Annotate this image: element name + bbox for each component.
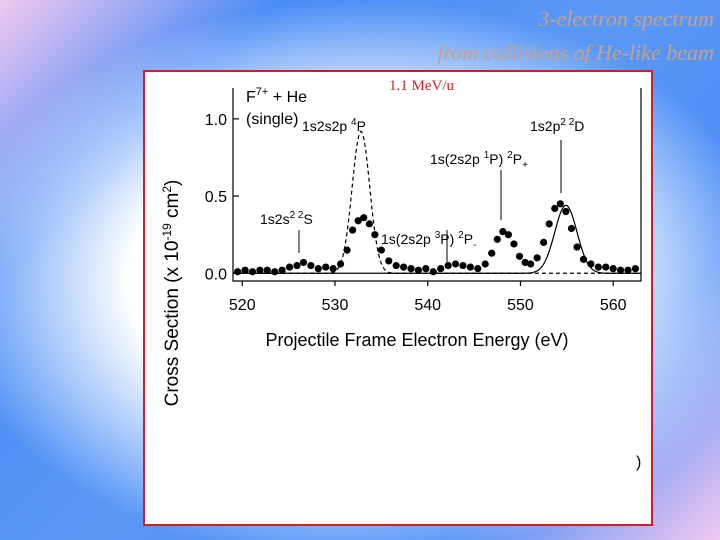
data-point (579, 255, 588, 263)
data-point (263, 266, 271, 274)
data-point (562, 207, 570, 216)
data-point (271, 268, 279, 276)
data-point (488, 249, 496, 257)
data-point (504, 231, 512, 239)
data-point (527, 260, 535, 268)
data-point (510, 240, 518, 248)
x-axis-label: Projectile Frame Electron Energy (eV) (265, 330, 568, 350)
peak-label: 1s2p2 2D (530, 117, 584, 134)
data-point (481, 260, 489, 268)
data-point (567, 224, 576, 233)
legend-label: F7+ + He (246, 86, 307, 106)
data-point (385, 257, 393, 265)
data-point (422, 265, 430, 273)
data-point (617, 266, 625, 274)
data-point (400, 263, 408, 271)
stray-glyph: ) (636, 454, 642, 471)
peak-label: 1s2s2 2S (260, 210, 313, 227)
plot-frame (143, 70, 653, 526)
data-point (349, 226, 357, 234)
data-point (299, 258, 308, 267)
data-point (429, 268, 437, 276)
slide-title: 3-electron spectrum from collisions of H… (437, 2, 714, 70)
data-point (515, 252, 524, 260)
data-point (437, 265, 445, 273)
x-tick-label: 550 (507, 297, 534, 314)
data-point (293, 261, 301, 270)
data-point (594, 263, 602, 271)
data-point (343, 246, 351, 254)
data-point (329, 265, 337, 273)
data-point (540, 238, 548, 246)
energy-note: 1.1 MeV/u (389, 78, 454, 94)
data-point (392, 261, 400, 270)
x-tick-label: 530 (322, 297, 349, 314)
data-point (624, 266, 632, 274)
data-point (241, 266, 249, 274)
solid-curve (233, 204, 641, 274)
data-point (521, 258, 529, 267)
data-point (533, 254, 541, 262)
data-point (234, 268, 242, 276)
data-point (459, 261, 467, 270)
data-point (551, 204, 559, 213)
data-point (474, 265, 482, 273)
data-point (354, 217, 362, 225)
data-point (414, 266, 423, 274)
data-point (307, 261, 315, 270)
data-point (499, 227, 507, 236)
data-point (444, 261, 452, 270)
data-point (285, 263, 294, 271)
data-point (466, 263, 474, 271)
data-point (407, 265, 415, 273)
data-point (336, 260, 345, 268)
x-tick-label: 560 (600, 297, 627, 314)
x-tick-label: 520 (229, 297, 256, 314)
data-point (545, 220, 553, 228)
data-point (314, 265, 322, 273)
data-point (248, 268, 257, 276)
data-point (360, 214, 368, 222)
peak-label: 1s(2s2p 1P) 2P+ (430, 150, 528, 171)
data-point (602, 263, 610, 271)
data-point (609, 265, 617, 273)
y-tick-label: 1.0 (205, 112, 227, 129)
data-point (493, 235, 501, 243)
data-point (377, 246, 385, 254)
y-tick-label: 0.0 (205, 266, 227, 283)
data-point (451, 260, 460, 268)
legend-label-sub: (single) (246, 111, 298, 128)
y-axis-label: Cross Section (x 10-19 cm2) (160, 180, 183, 407)
peak-label: 1s(2s2p 3P) 2P- (381, 230, 476, 251)
data-point (371, 231, 379, 239)
data-point (631, 265, 640, 273)
y-tick-label: 0.5 (205, 189, 227, 206)
data-point (556, 200, 564, 208)
data-point (587, 260, 595, 268)
data-point (256, 266, 264, 274)
slide-title-line-2: from collisions of He-like beam (437, 40, 714, 65)
plot-axes (232, 88, 642, 282)
x-tick-label: 540 (414, 297, 441, 314)
slide-title-line-1: 3-electron spectrum (538, 6, 714, 31)
data-point (278, 266, 286, 274)
data-point (322, 263, 330, 271)
data-point (365, 220, 373, 228)
data-point (573, 243, 581, 251)
peak-label: 1s2s2p 4P (302, 117, 366, 134)
